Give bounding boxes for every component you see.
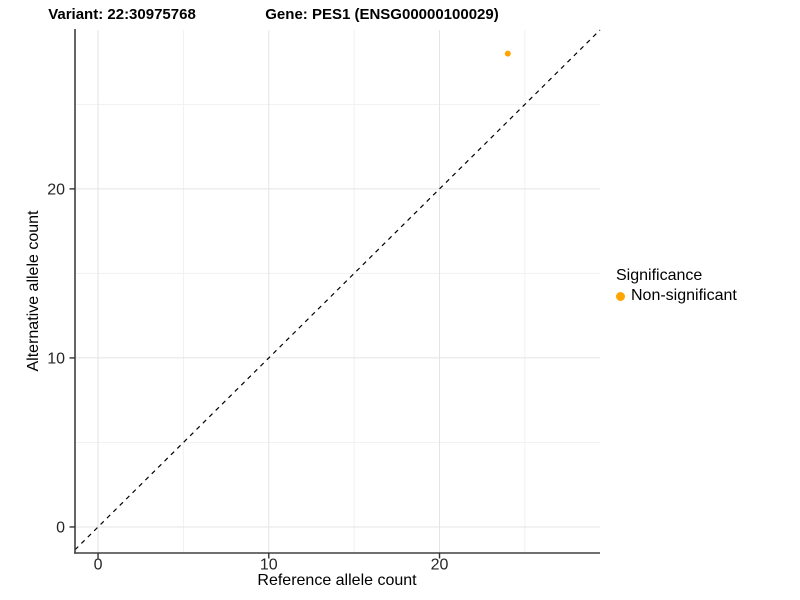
legend: Significance Non-significant bbox=[616, 266, 737, 306]
legend-entry-label: Non-significant bbox=[631, 287, 737, 304]
legend-point-icon bbox=[616, 291, 625, 301]
identity-line bbox=[74, 29, 601, 551]
legend-entry-non-significant: Non-significant bbox=[616, 286, 737, 306]
data-point bbox=[504, 50, 511, 57]
legend-title: Significance bbox=[616, 267, 703, 284]
y-axis-label: Alternative allele count bbox=[25, 210, 42, 372]
x-axis-label: Reference allele count bbox=[257, 572, 417, 589]
y-tick-label: 10 bbox=[47, 350, 65, 367]
x-tick-label: 10 bbox=[260, 557, 278, 574]
x-tick-label: 20 bbox=[431, 557, 449, 574]
plot-title-gene: Gene: PES1 (ENSG00000100029) bbox=[265, 6, 499, 23]
y-tick-label: 0 bbox=[56, 519, 65, 536]
plot-title-variant: Variant: 22:30975768 bbox=[48, 6, 196, 23]
x-tick-label: 0 bbox=[94, 557, 103, 574]
y-tick-label: 20 bbox=[47, 181, 65, 198]
